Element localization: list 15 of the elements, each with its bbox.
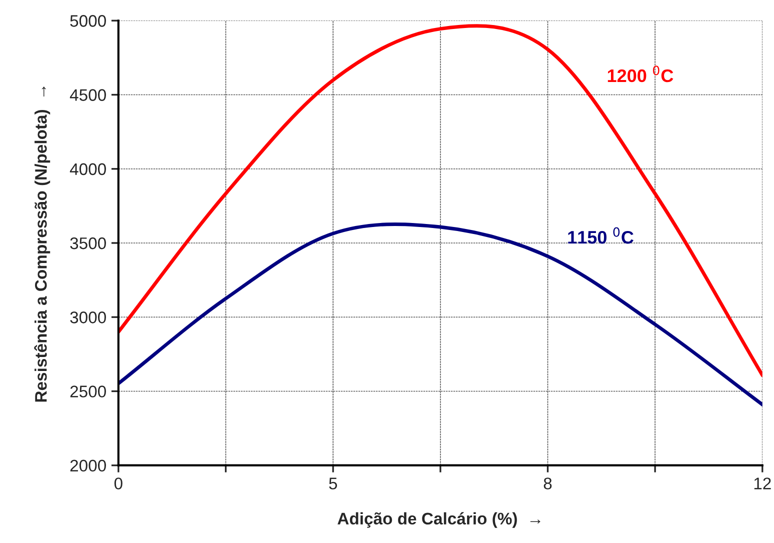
x-tick-label: 0 [114, 478, 122, 490]
y-tick-label: 2000 [70, 460, 106, 472]
y-tick-label: 2500 [70, 386, 106, 398]
y-tick-label: 4500 [70, 89, 106, 101]
y-axis-title: Resistência a Compressão (N/pelota) → [34, 86, 50, 402]
x-tick-label: 12 [754, 478, 771, 490]
series-label: 1200 $^{0}$C [608, 66, 674, 82]
y-tick-label: 3500 [70, 237, 106, 250]
x-tick-label: 8 [544, 478, 552, 490]
y-tick-label: 3000 [70, 312, 106, 324]
x-axis-title: Adição de Calcário (%) → [338, 512, 540, 528]
series-label: 1150 $^{0}$C [568, 227, 634, 244]
y-tick-label: 4000 [70, 163, 106, 176]
y-tick-label: 5000 [70, 15, 106, 27]
x-tick-label: 5 [329, 478, 338, 490]
